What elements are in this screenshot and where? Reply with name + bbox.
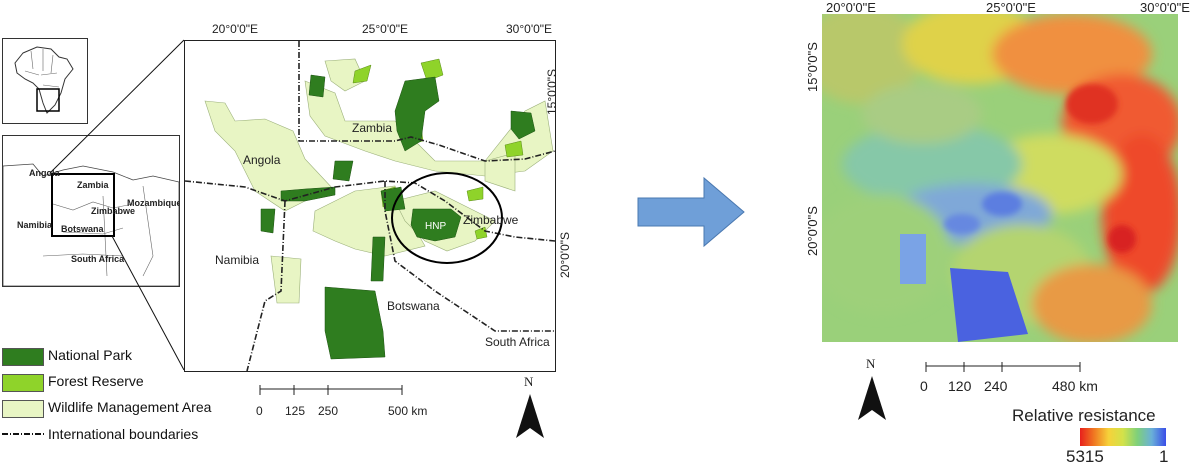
label-namibia: Namibia (215, 253, 260, 267)
inset-label-zambia: Zambia (77, 180, 109, 190)
resistance-surface (822, 14, 1178, 342)
left-scale-0: 0 (256, 404, 263, 418)
label-zambia: Zambia (352, 121, 393, 135)
inset-label-angola: Angola (29, 168, 60, 178)
study-area-map: Zambia Angola Zimbabwe Namibia Botswana … (184, 40, 556, 372)
wildlife-area-swatch (2, 400, 44, 418)
right-coord-20s: 20°0'0"S (558, 231, 572, 278)
right-top-coord-25e: 25°0'0"E (986, 0, 1036, 15)
right-scale-120: 120 (948, 378, 972, 394)
top-coord-25e: 25°0'0"E (362, 22, 409, 36)
dash-dot-line-icon (2, 433, 44, 435)
legend-forest-reserve: Forest Reserve (48, 373, 144, 389)
left-scale-250: 250 (318, 404, 339, 418)
north-arrow-icon (858, 376, 886, 420)
top-coord-20e: 20°0'0"E (212, 22, 259, 36)
national-park-swatch (2, 348, 44, 366)
left-scale-500: 500 km (388, 404, 428, 418)
right-arrow-icon (637, 176, 745, 248)
label-angola: Angola (243, 153, 281, 167)
resistance-title: Relative resistance (1012, 406, 1156, 425)
resistance-max-label: 5315 (1066, 447, 1104, 466)
north-arrow-icon (516, 394, 544, 438)
right-scale-480: 480 km (1052, 378, 1098, 394)
protected-areas-layer (185, 41, 555, 371)
right-left-coord-15s: 15°0'0"S (805, 42, 820, 92)
forest-reserve-swatch (2, 374, 44, 392)
right-top-coord-20e: 20°0'0"E (826, 0, 876, 15)
inset-label-mozambique: Mozambique (127, 198, 180, 208)
regional-inset-map: Angola Zambia Zimbabwe Mozambique Namibi… (2, 135, 180, 287)
inset-label-zimbabwe: Zimbabwe (91, 206, 136, 216)
africa-outline-icon (14, 46, 74, 114)
resistance-min-label: 1 (1159, 447, 1169, 466)
right-top-coord-30e: 30°0'0"E (1140, 0, 1190, 15)
right-scale-0: 0 (920, 378, 928, 394)
legend-international-boundaries: International boundaries (48, 426, 199, 442)
label-botswana: Botswana (387, 299, 440, 313)
legend-national-park: National Park (48, 347, 133, 363)
left-north-label: N (524, 374, 534, 389)
label-zimbabwe: Zimbabwe (463, 213, 519, 227)
legend-wildlife-area: Wildlife Management Area (48, 399, 212, 415)
right-coord-15s: 15°0'0"S (545, 68, 559, 115)
resistance-raster (822, 14, 1178, 342)
right-scale-240: 240 (984, 378, 1008, 394)
label-south-africa: South Africa (485, 335, 550, 349)
left-scale-125: 125 (285, 404, 306, 418)
resistance-color-ramp (1080, 428, 1166, 446)
regional-outline-icon (3, 163, 179, 286)
inset-label-south-africa: South Africa (71, 254, 125, 264)
right-scale-bar (925, 362, 1081, 372)
left-scale-bar (259, 385, 403, 395)
top-coord-30e: 30°0'0"E (506, 22, 553, 36)
inset-label-namibia: Namibia (17, 220, 53, 230)
right-left-coord-20s: 20°0'0"S (805, 206, 820, 256)
inset-label-botswana: Botswana (61, 224, 104, 234)
label-hnp: HNP (425, 221, 447, 232)
legend: National Park Forest Reserve Wildlife Ma… (0, 346, 240, 456)
africa-locator-map (2, 38, 88, 124)
right-north-label: N (866, 356, 876, 371)
zoom-connector-lines (49, 39, 185, 371)
